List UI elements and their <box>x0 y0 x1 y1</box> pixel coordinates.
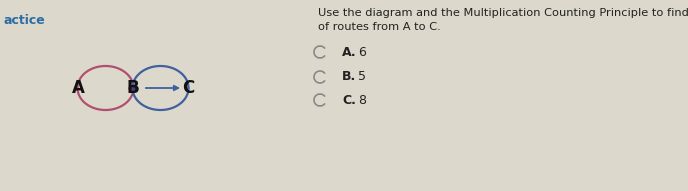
Text: Use the diagram and the Multiplication Counting Principle to find the number: Use the diagram and the Multiplication C… <box>318 8 688 18</box>
Text: 8: 8 <box>358 94 366 107</box>
Text: 5: 5 <box>358 70 366 83</box>
Text: A: A <box>72 79 85 97</box>
Text: C.: C. <box>342 94 356 107</box>
Text: actice: actice <box>3 14 45 27</box>
Text: A.: A. <box>342 45 356 58</box>
Text: of routes from A to C.: of routes from A to C. <box>318 22 441 32</box>
Text: B.: B. <box>342 70 356 83</box>
Text: B: B <box>127 79 139 97</box>
Text: C: C <box>182 79 194 97</box>
Text: 6: 6 <box>358 45 366 58</box>
